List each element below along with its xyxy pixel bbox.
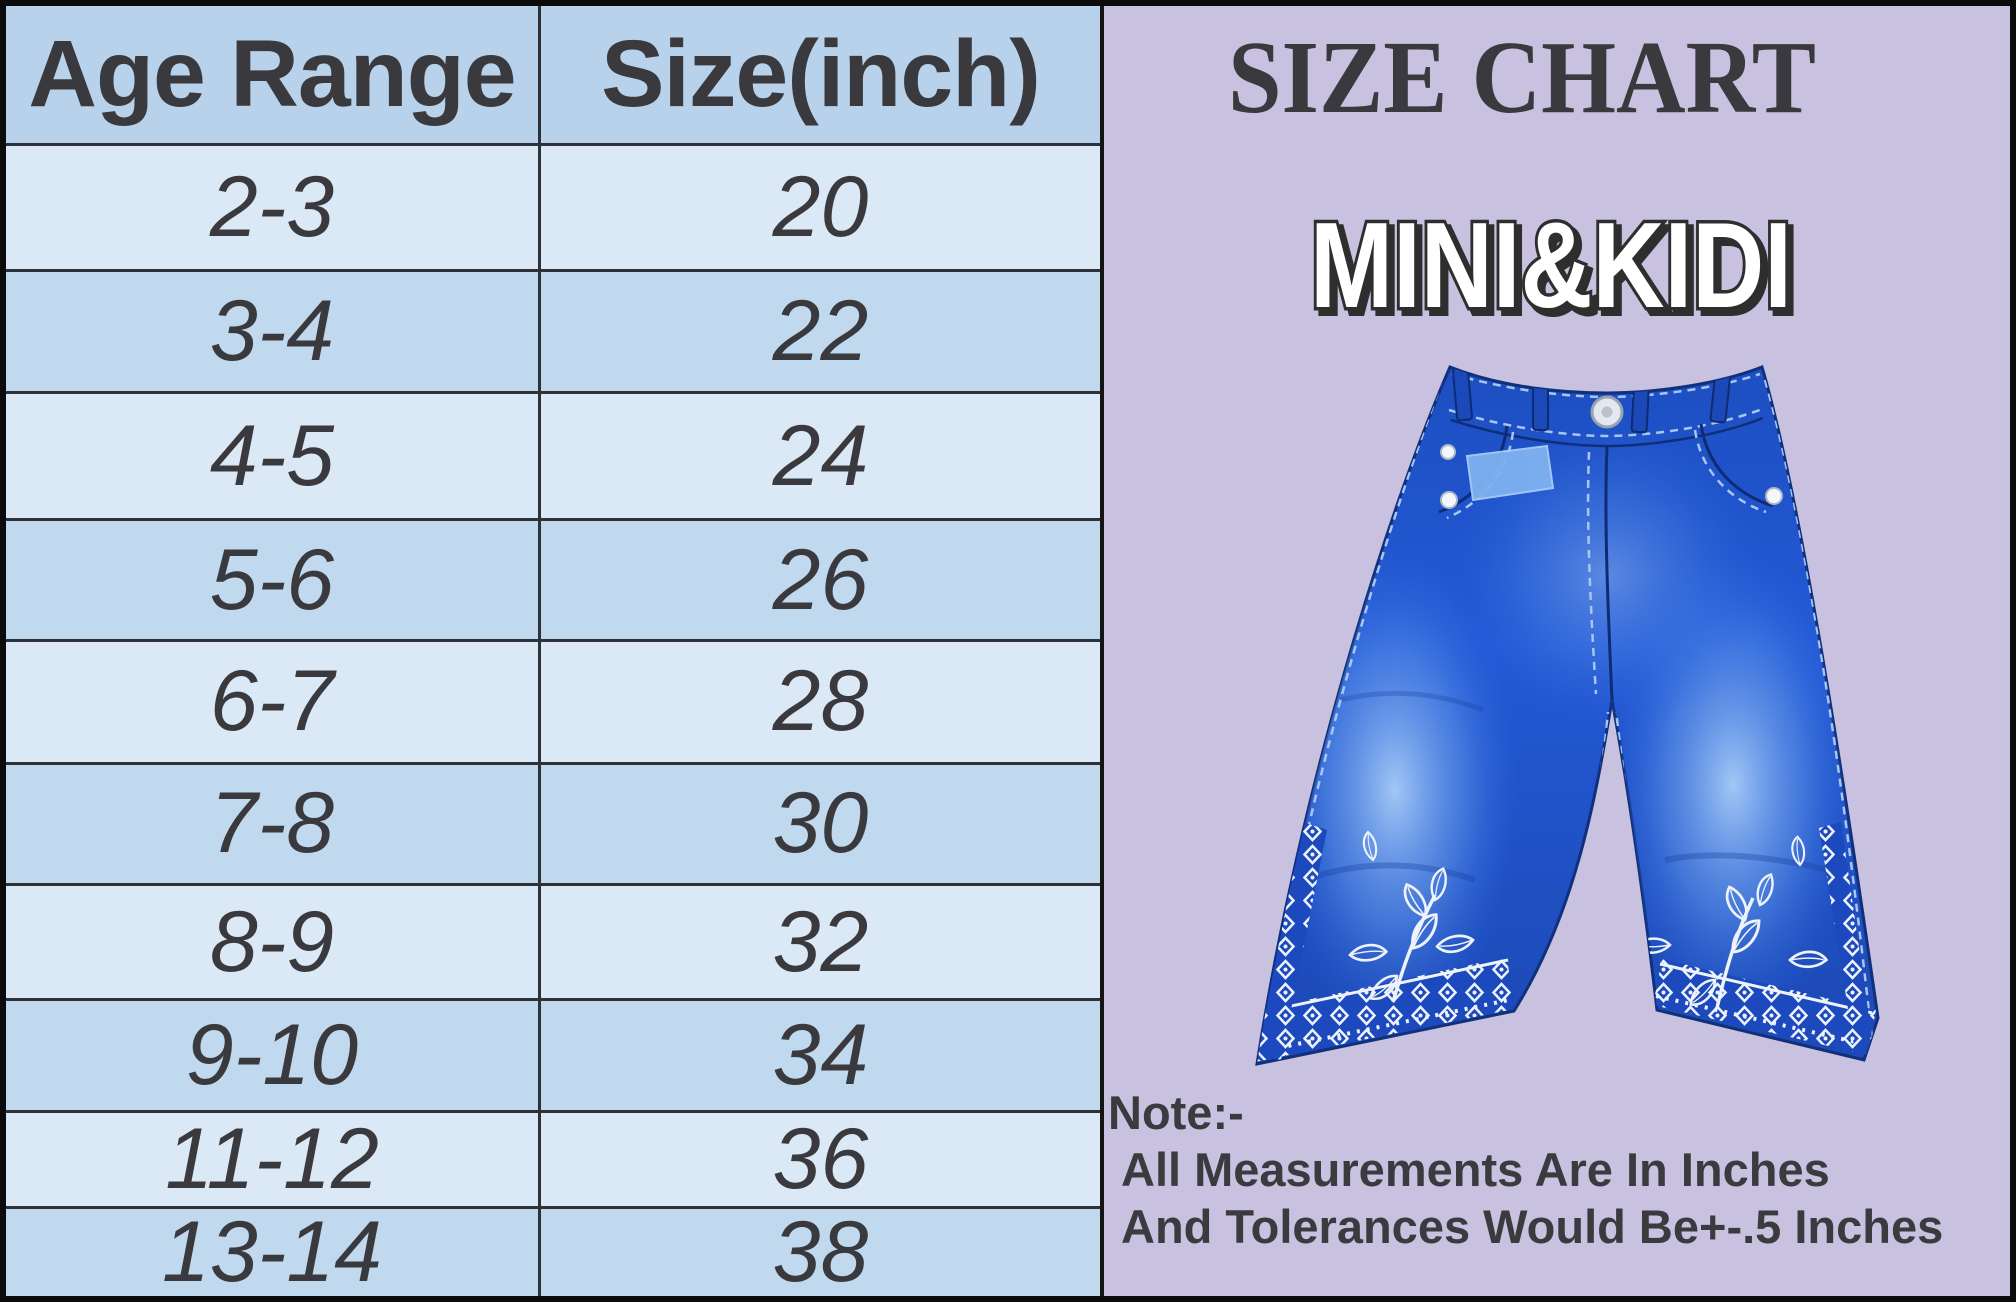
note-line: All Measurements Are In Inches xyxy=(1121,1143,1830,1196)
age-cell: 8-9 xyxy=(6,885,538,999)
age-cell: 2-3 xyxy=(6,145,538,269)
size-cell: 38 xyxy=(541,1209,1100,1296)
age-cell: 5-6 xyxy=(6,521,538,639)
brand-panel: SIZE CHART MINI&KIDI MINI&KIDI xyxy=(1104,6,2010,1296)
age-cell: 9-10 xyxy=(6,1001,538,1111)
age-cell: 11-12 xyxy=(6,1113,538,1207)
size-cell: 22 xyxy=(541,271,1100,392)
size-cell: 32 xyxy=(541,885,1100,999)
brand-text: MINI&KIDI xyxy=(1310,197,1792,333)
leaf-embroidery xyxy=(1348,830,1829,1009)
note-line: And Tolerances Would Be+-.5 Inches xyxy=(1121,1200,1944,1253)
note-heading: Note:- xyxy=(1108,1086,1244,1139)
note-block: Note:- All Measurements Are In Inches An… xyxy=(1108,1084,2006,1255)
panel-artwork: SIZE CHART MINI&KIDI MINI&KIDI xyxy=(1228,20,1880,1066)
age-cell: 6-7 xyxy=(6,642,538,762)
size-cell: 26 xyxy=(541,521,1100,639)
age-cell: 4-5 xyxy=(6,394,538,519)
age-cell: 7-8 xyxy=(6,764,538,883)
table-header-age: Age Range xyxy=(6,6,538,143)
jeans-image xyxy=(1255,365,1880,1066)
age-cell: 3-4 xyxy=(6,271,538,392)
size-cell: 24 xyxy=(541,394,1100,519)
panel-title: SIZE CHART xyxy=(1228,20,1816,135)
brand-logo: MINI&KIDI MINI&KIDI xyxy=(1307,194,1802,343)
size-cell: 34 xyxy=(541,1001,1100,1111)
size-cell: 28 xyxy=(541,642,1100,762)
size-cell: 36 xyxy=(541,1113,1100,1207)
size-cell: 20 xyxy=(541,145,1100,269)
age-cell: 13-14 xyxy=(6,1209,538,1296)
size-table: Age Range Size(inch) 2-3 20 3-4 22 4-5 2… xyxy=(6,6,1104,1296)
size-cell: 30 xyxy=(541,764,1100,883)
svg-text:MINI&KIDI: MINI&KIDI xyxy=(1315,202,1797,338)
table-header-size: Size(inch) xyxy=(541,6,1100,143)
